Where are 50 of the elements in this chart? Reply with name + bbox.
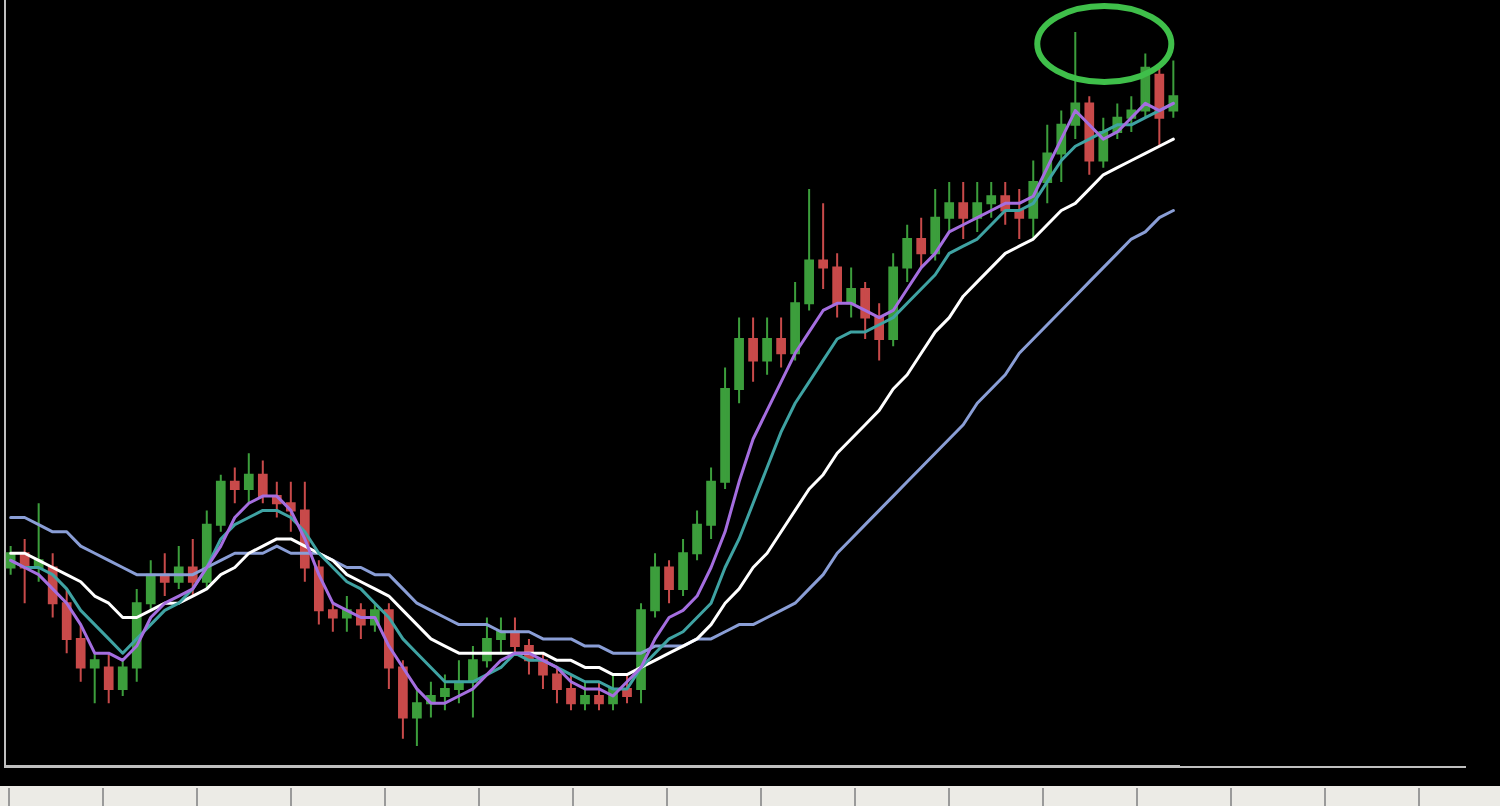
candlestick <box>650 552 660 619</box>
candlestick <box>229 466 240 505</box>
candlestick <box>972 180 983 233</box>
candlestick <box>145 559 156 612</box>
candlestick <box>580 680 590 712</box>
candlestick <box>720 366 730 490</box>
candlestick <box>1014 188 1025 241</box>
candlestick <box>944 180 955 233</box>
candlestick <box>496 616 506 655</box>
candlestick <box>257 459 268 505</box>
candlestick <box>566 673 576 712</box>
candlestick <box>285 480 296 533</box>
candlestick <box>846 266 857 319</box>
candlestick <box>902 223 913 283</box>
candlestick <box>412 687 422 747</box>
candlestick <box>916 216 927 269</box>
candlestick <box>117 659 128 698</box>
candlestick <box>510 616 520 655</box>
candlestick <box>243 452 254 505</box>
candlestick <box>440 673 450 712</box>
candlestick <box>594 680 604 712</box>
candlestick <box>327 602 338 633</box>
candlestick <box>804 188 814 312</box>
candlestick <box>776 316 786 369</box>
candlestick <box>454 659 464 705</box>
candlestick <box>986 180 997 219</box>
candlestick <box>762 316 772 376</box>
candlestick <box>664 559 674 605</box>
candlestick <box>706 466 716 540</box>
candlestick <box>1168 59 1179 119</box>
candlestick <box>860 280 871 341</box>
candlestick <box>818 202 828 291</box>
candlestick <box>103 652 114 705</box>
candlestick <box>61 587 72 655</box>
candlestick <box>692 509 702 562</box>
candlestick <box>678 537 688 598</box>
candlestick <box>552 666 562 705</box>
candlestick <box>748 316 758 383</box>
candlestick <box>734 316 744 405</box>
candlestick <box>958 180 969 241</box>
candlestick <box>832 252 842 319</box>
candlestick <box>215 473 226 533</box>
candlestick <box>468 645 478 719</box>
candlestick <box>89 652 100 705</box>
candlestick <box>398 659 408 740</box>
candlestick <box>1154 66 1165 148</box>
candlestick <box>790 280 800 362</box>
candlestick <box>930 188 941 262</box>
candlestick <box>159 552 170 598</box>
candlestick <box>75 623 86 683</box>
